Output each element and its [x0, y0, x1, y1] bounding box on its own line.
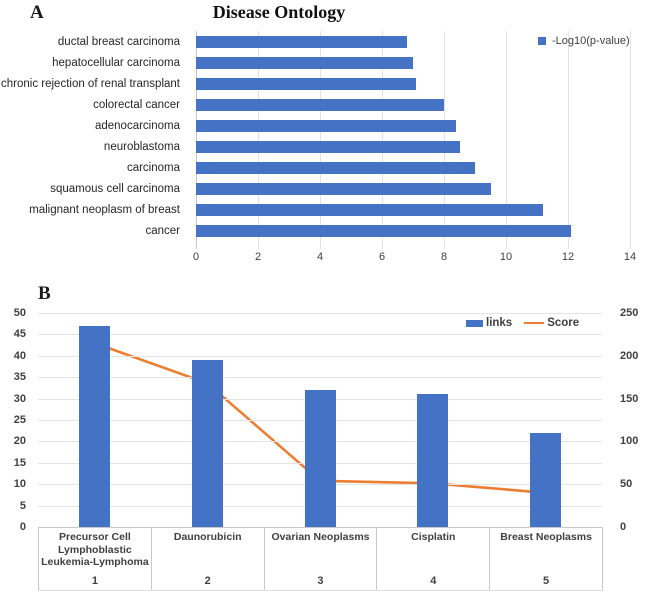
right-axis-tick-label: 50 [620, 478, 633, 491]
bar--Log10(p-value) [196, 140, 460, 154]
category-label: hepatocellular carcinoma [52, 57, 180, 69]
bar-links [530, 432, 562, 527]
x-tick-label: 0 [192, 251, 200, 263]
category-name: Cisplatin [411, 531, 456, 543]
right-axis-tick-label: 200 [620, 349, 639, 362]
category-name: Daunorubicin [173, 531, 242, 543]
gridline-x-6 [382, 31, 383, 249]
category-label: cancer [145, 225, 180, 237]
left-axis-tick-label: 10 [13, 478, 26, 491]
bar-links [191, 360, 223, 527]
gridline-x-0 [196, 31, 197, 249]
bar-links [417, 394, 449, 527]
left-axis-tick-label: 45 [13, 328, 26, 341]
category-number: 2 [204, 574, 211, 587]
x-tick-label: 2 [254, 251, 262, 263]
category-name: Ovarian Neoplasms [271, 531, 370, 543]
x-tick-label: 6 [378, 251, 386, 263]
bar--Log10(p-value) [196, 98, 444, 112]
legend-item-score: Score [524, 317, 579, 329]
left-axis-tick-label: 0 [19, 521, 26, 533]
gridline-x-8 [444, 31, 445, 249]
left-axis-tick-label: 35 [13, 371, 26, 384]
gridline-y-35 [38, 377, 602, 379]
category-label: chronic rejection of renal transplant [1, 78, 180, 90]
panel-a-value-axis: 0 2 4 6 8 10 12 14 [193, 251, 636, 267]
right-axis-tick-label: 100 [620, 435, 639, 448]
panel-b-left-axis: 0 5 10 15 20 25 30 35 40 45 50 [0, 307, 30, 533]
category-number: 3 [317, 574, 324, 587]
bar--Log10(p-value) [196, 56, 413, 70]
gridline-x-10 [506, 31, 507, 249]
bar--Log10(p-value) [196, 77, 417, 91]
category-name: Breast Neoplasms [500, 531, 592, 543]
x-tick-label: 12 [561, 251, 575, 263]
category-label: carcinoma [126, 162, 180, 174]
panel-a-category-axis: ductal breast carcinoma hepatocellular ca… [0, 31, 188, 249]
category-label: adenocarcinoma [94, 120, 180, 132]
panel-a-legend-label: -Log10(p-value) [552, 35, 630, 47]
category-label: neuroblastoma [103, 141, 180, 153]
panel-a-legend: -Log10(p-value) [538, 35, 630, 47]
x-tick-label: 14 [623, 251, 637, 263]
category-name: Precursor Cell Lymphoblastic Leukemia-Ly… [41, 531, 149, 568]
category-cell: Cisplatin 4 [376, 528, 489, 590]
category-number: 4 [430, 574, 437, 587]
bar--Log10(p-value) [196, 161, 475, 175]
bar-links [304, 390, 336, 527]
panel-b-legend: links Score [466, 317, 579, 329]
legend-links-label: links [486, 317, 513, 329]
panel-a-label: A [30, 2, 44, 23]
category-label: squamous cell carcinoma [50, 183, 180, 195]
bar--Log10(p-value) [196, 119, 457, 133]
right-axis-tick-label: 150 [620, 392, 639, 405]
left-axis-tick-label: 50 [13, 307, 26, 319]
legend-item-links: links [466, 317, 512, 329]
category-number: 1 [91, 574, 98, 587]
gridline-y-45 [38, 334, 602, 336]
right-axis-tick-label: 0 [620, 521, 627, 533]
panel-a-title: Disease Ontology [212, 2, 346, 22]
legend-bar-swatch-icon [538, 37, 546, 45]
legend-bar-swatch-icon [466, 319, 483, 327]
left-axis-tick-label: 40 [13, 349, 26, 362]
bar--Log10(p-value) [196, 224, 572, 238]
panel-a-plot-area [196, 31, 631, 249]
category-number: 5 [543, 574, 550, 587]
x-tick-label: 8 [440, 251, 448, 263]
bar--Log10(p-value) [196, 182, 491, 196]
right-axis-tick-label: 250 [620, 307, 639, 319]
legend-score-label: Score [547, 317, 580, 329]
bar--Log10(p-value) [196, 203, 544, 217]
panel-b-right-axis: 0 50 100 150 200 250 [620, 307, 651, 533]
bar-links [78, 325, 110, 527]
gridline-x-14 [630, 31, 631, 249]
gridline-x-12 [568, 31, 569, 249]
left-axis-tick-label: 20 [13, 435, 26, 448]
gridline-x-4 [320, 31, 321, 249]
panel-b-plot-area [38, 313, 602, 527]
category-label: malignant neoplasm of breast [29, 204, 180, 216]
panel-b-category-axis-table: Precursor Cell Lymphoblastic Leukemia-Ly… [38, 527, 603, 591]
left-axis-tick-label: 25 [13, 414, 26, 426]
gridline-y-50 [38, 313, 602, 314]
left-axis-tick-label: 15 [13, 456, 26, 469]
category-cell: Precursor Cell Lymphoblastic Leukemia-Ly… [38, 528, 151, 590]
panel-b-label: B [38, 283, 51, 304]
x-tick-label: 4 [316, 251, 324, 263]
left-axis-tick-label: 5 [19, 499, 26, 512]
bar--Log10(p-value) [196, 35, 407, 49]
category-cell: Daunorubicin 2 [150, 528, 264, 590]
category-label: colorectal cancer [93, 99, 180, 111]
category-label: ductal breast carcinoma [57, 36, 180, 48]
gridline-x-2 [258, 31, 259, 249]
legend-line-swatch-icon [524, 321, 545, 325]
category-cell: Breast Neoplasms 5 [489, 528, 602, 590]
x-tick-label: 10 [499, 251, 513, 263]
gridline-y-40 [38, 355, 602, 357]
category-cell: Ovarian Neoplasms 3 [263, 528, 377, 590]
left-axis-tick-label: 30 [13, 392, 26, 405]
